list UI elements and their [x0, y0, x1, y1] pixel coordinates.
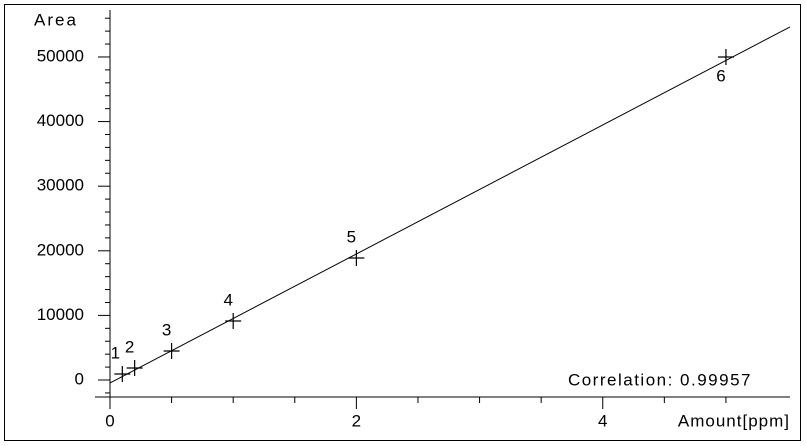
- y-tick-label: 50000: [37, 46, 84, 65]
- y-tick-label: 10000: [37, 305, 84, 324]
- point-marker: [163, 342, 180, 359]
- point-label: 5: [347, 228, 356, 247]
- point-label: 3: [162, 320, 171, 339]
- point-label: 2: [125, 337, 134, 356]
- fit-line: [109, 26, 791, 384]
- point-marker: [225, 313, 242, 330]
- x-tick-label: 4: [598, 411, 607, 430]
- point-marker: [717, 48, 734, 65]
- y-tick-label: 0: [75, 369, 84, 388]
- y-tick-label: 20000: [37, 240, 84, 259]
- x-tick-label: 0: [105, 411, 114, 430]
- annotation: Correlation: 0.99957: [568, 370, 752, 389]
- frame: [4, 4, 801, 441]
- point-marker: [126, 359, 143, 376]
- point-label: 6: [716, 66, 725, 85]
- x-tick-label: 2: [352, 411, 361, 430]
- y-axis-label: Area: [34, 10, 78, 29]
- point-marker: [114, 366, 131, 382]
- y-tick-label: 40000: [37, 111, 84, 130]
- point-marker: [348, 250, 365, 267]
- point-label: 1: [111, 343, 120, 362]
- x-axis-label: Amount[ppm]: [678, 411, 790, 430]
- y-tick-label: 30000: [37, 176, 84, 195]
- point-label: 4: [223, 291, 232, 310]
